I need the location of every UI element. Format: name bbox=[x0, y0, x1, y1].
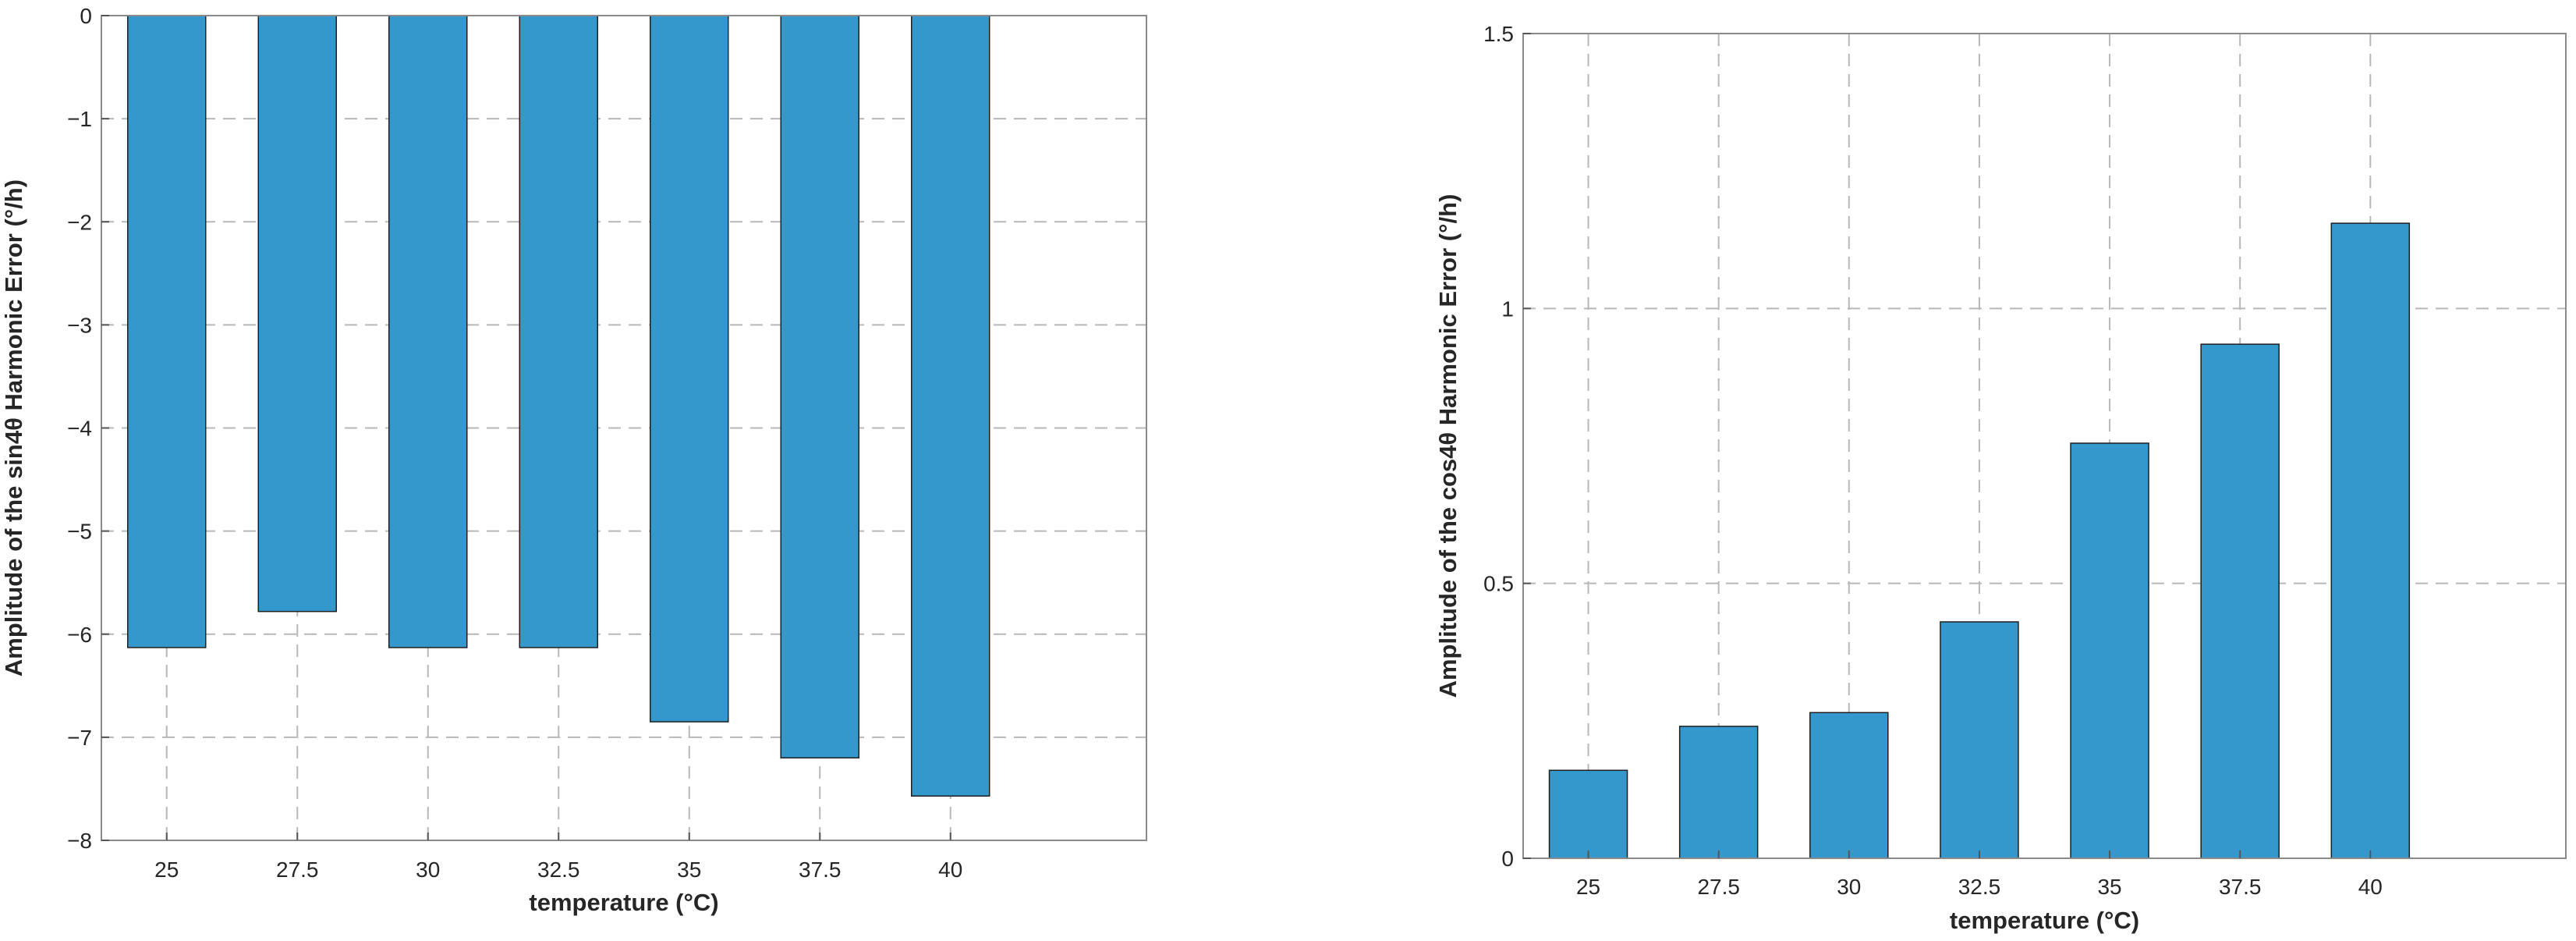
bar bbox=[1940, 621, 2019, 859]
x-tick-label: 25 bbox=[154, 858, 179, 882]
x-tick-label: 27.5 bbox=[1697, 875, 1740, 899]
y-tick-label: 0 bbox=[1501, 847, 1514, 871]
bar bbox=[2330, 222, 2411, 859]
x-tick-label: 35 bbox=[677, 858, 701, 882]
y-tick-label: −3 bbox=[67, 313, 92, 337]
x-tick-label: 27.5 bbox=[276, 858, 319, 882]
x-tick-label: 30 bbox=[416, 858, 440, 882]
bar bbox=[2200, 343, 2280, 859]
y-tick-label: −2 bbox=[67, 210, 92, 234]
y-axis-label: Amplitude of the cos4θ Harmonic Error (°… bbox=[1434, 194, 1462, 698]
y-tick-label: 0 bbox=[80, 4, 92, 28]
y-tick-label: −1 bbox=[67, 107, 92, 131]
right-bar-chart: 0 0.5 1 1.5 25 27.5 30 32.5 35 37.5 40 temperature … bbox=[1434, 22, 2567, 934]
bar bbox=[1809, 712, 1889, 859]
bar bbox=[1678, 726, 1759, 859]
y-tick-label: 1.5 bbox=[1483, 22, 1514, 46]
y-tick-label: −5 bbox=[67, 520, 92, 544]
y-tick-label: −8 bbox=[67, 829, 92, 853]
y-tick-label: 1 bbox=[1501, 297, 1514, 321]
y-axis-label: Amplitude of the sin4θ Harmonic Error (°… bbox=[0, 179, 27, 676]
bar bbox=[2070, 442, 2149, 859]
x-axis-label: temperature (°C) bbox=[1950, 907, 2139, 934]
x-tick-label: 25 bbox=[1576, 875, 1600, 899]
bar bbox=[780, 15, 859, 759]
left-bar-chart: 0 −1 −2 −3 −4 −5 −6 −7 −8 25 27.5 30 32.5 35 37.5 40 tem… bbox=[0, 4, 1147, 916]
x-tick-label: 32.5 bbox=[537, 858, 580, 882]
x-tick-label: 40 bbox=[2358, 875, 2383, 899]
bar bbox=[911, 15, 990, 797]
x-tick-label: 35 bbox=[2097, 875, 2121, 899]
bar bbox=[257, 15, 337, 613]
bar bbox=[650, 15, 729, 723]
x-tick-label: 37.5 bbox=[799, 858, 842, 882]
x-tick-label: 32.5 bbox=[1958, 875, 2001, 899]
plot-frame bbox=[1522, 33, 2567, 859]
bar bbox=[388, 15, 468, 648]
x-tick-label: 40 bbox=[938, 858, 962, 882]
bar bbox=[1548, 769, 1628, 859]
bar bbox=[519, 15, 598, 648]
bar bbox=[127, 15, 207, 648]
x-tick-label: 37.5 bbox=[2219, 875, 2262, 899]
y-tick-label: −7 bbox=[67, 726, 92, 750]
y-tick-label: −6 bbox=[67, 623, 92, 647]
x-tick-label: 30 bbox=[1837, 875, 1861, 899]
y-tick-label: 0.5 bbox=[1483, 572, 1514, 596]
y-tick-label: −4 bbox=[67, 417, 92, 441]
x-axis-label: temperature (°C) bbox=[529, 889, 718, 916]
